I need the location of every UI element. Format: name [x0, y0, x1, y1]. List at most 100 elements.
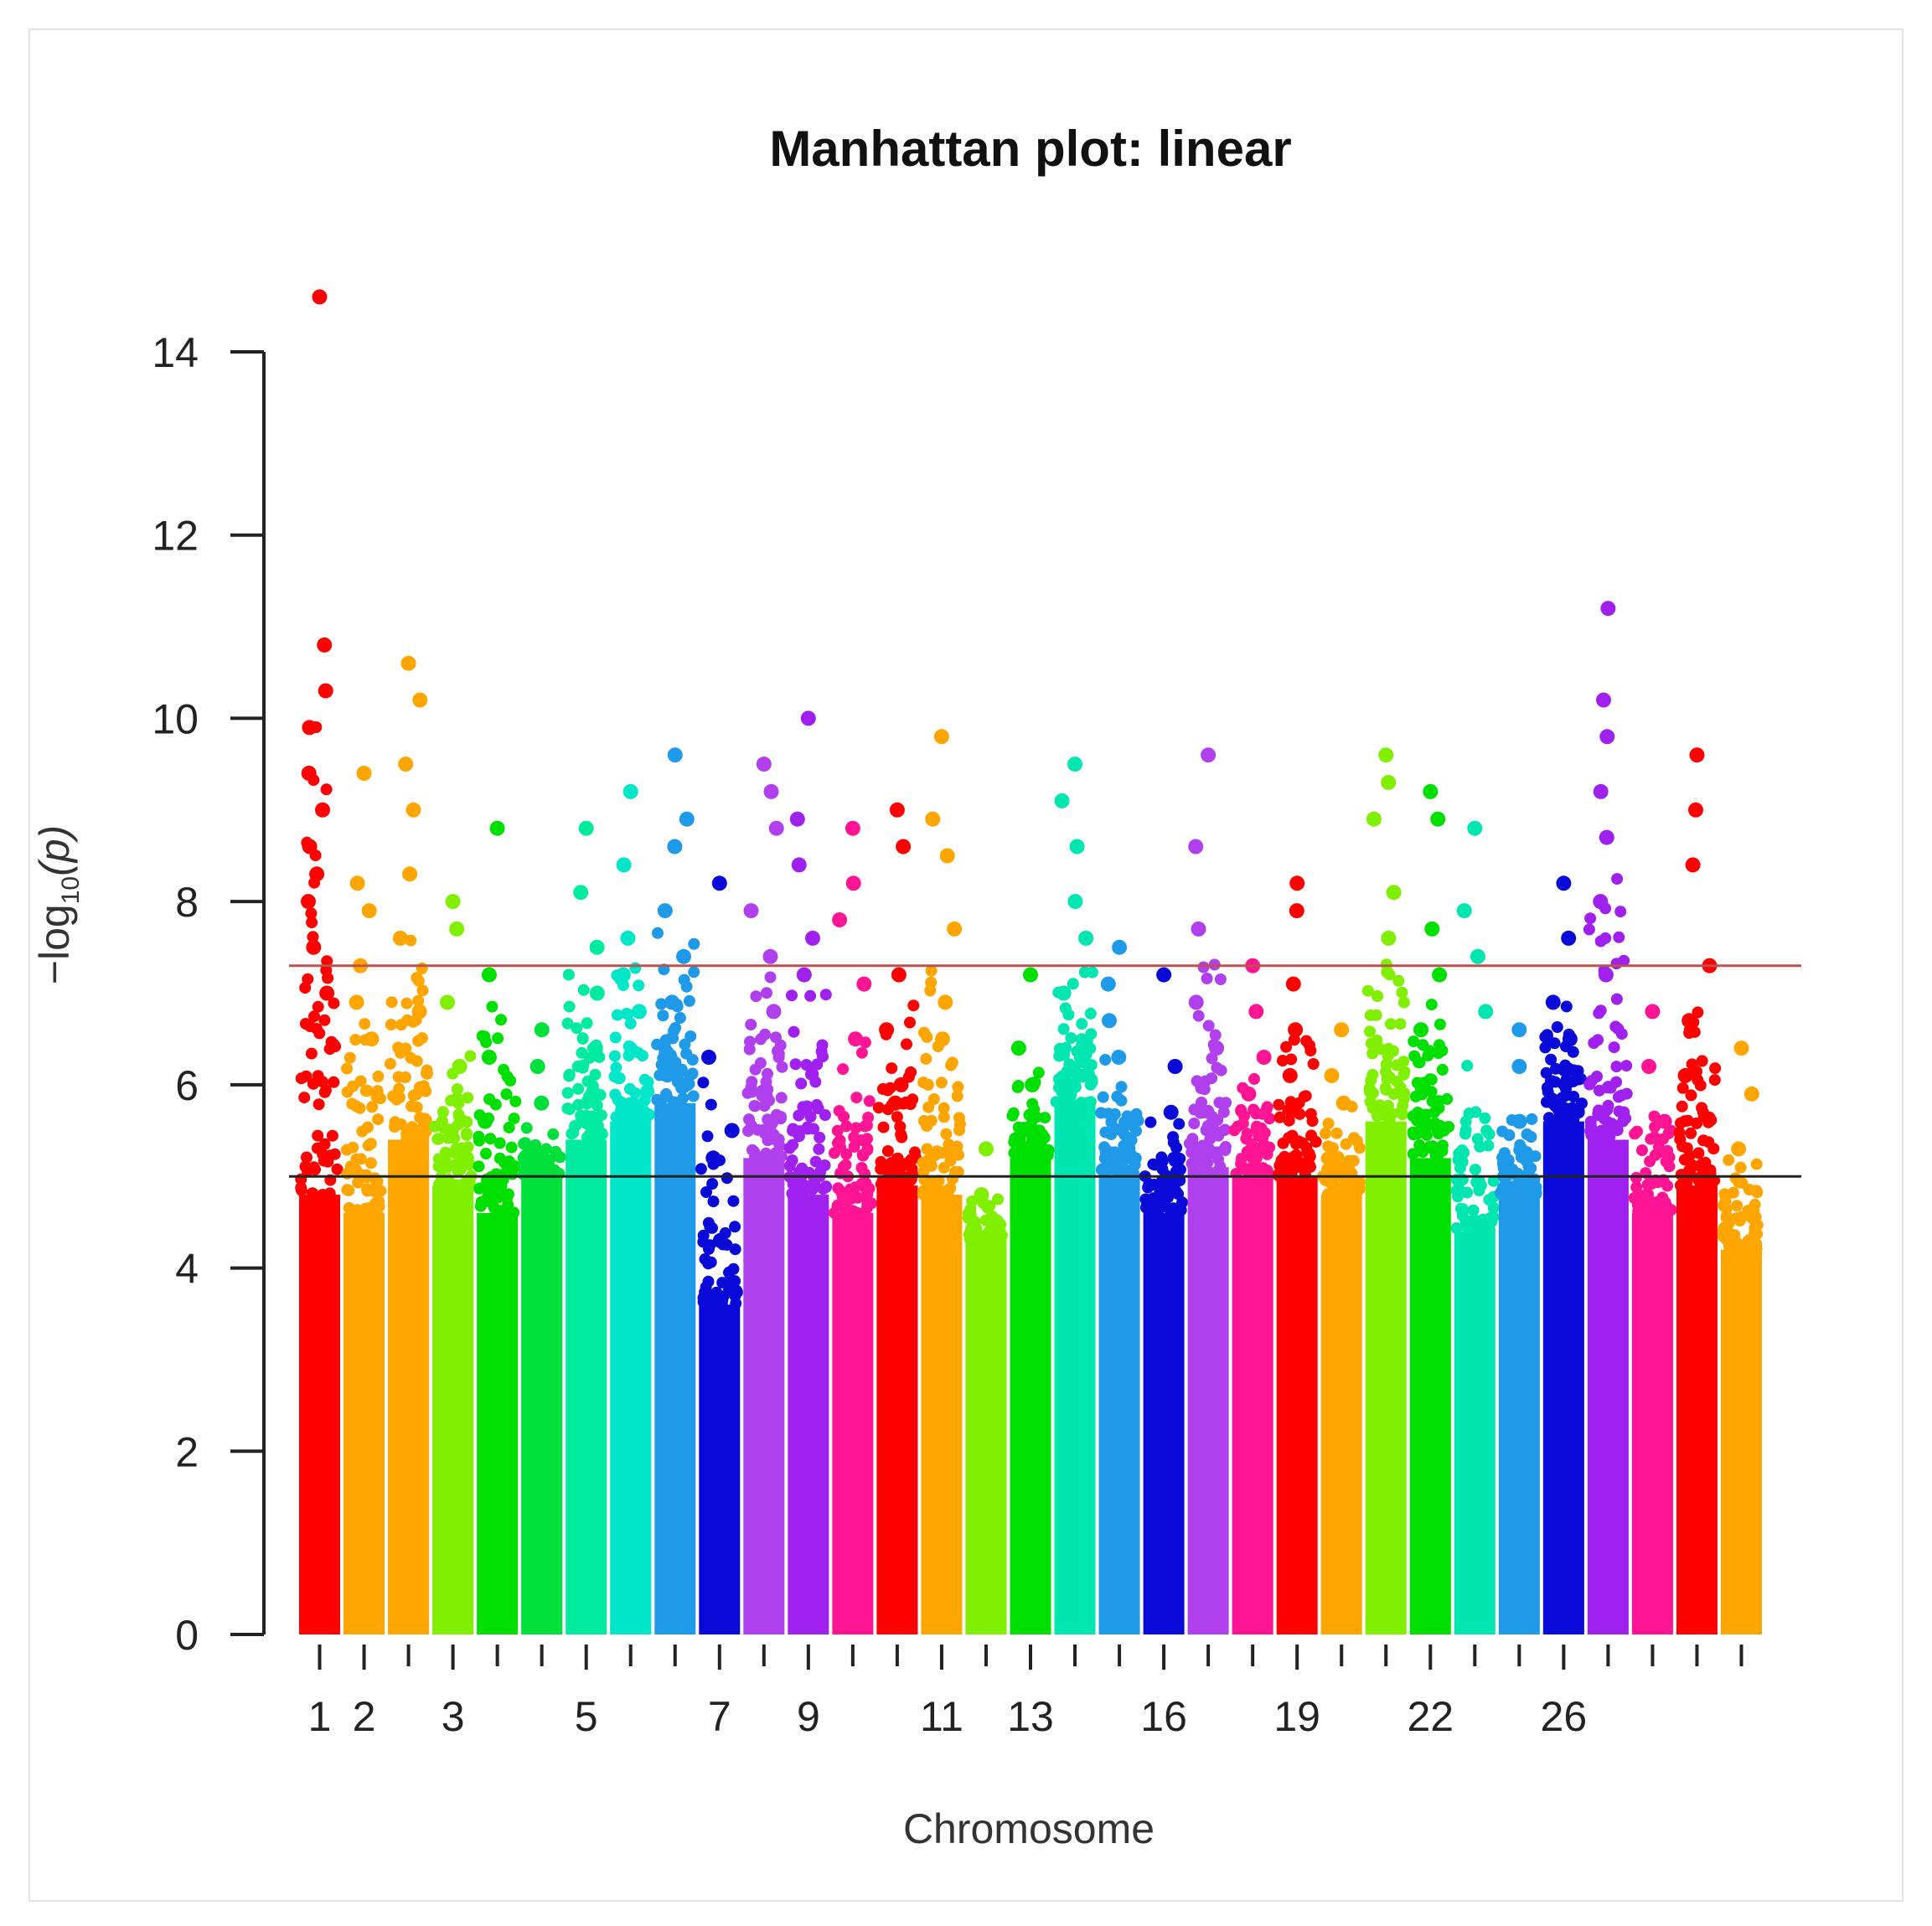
- chromosome-9-points: [651, 747, 700, 1634]
- snp-point: [1479, 1112, 1491, 1124]
- snp-point: [1196, 1097, 1207, 1108]
- snp-point: [615, 1096, 628, 1108]
- snp-point: [1720, 1202, 1733, 1215]
- snp-point: [953, 1112, 965, 1124]
- snp-point: [1422, 1050, 1434, 1062]
- snp-point: [1407, 1126, 1419, 1139]
- snp-point: [677, 1092, 690, 1104]
- snp-point: [1348, 1132, 1361, 1144]
- snp-point: [808, 1123, 819, 1135]
- snp-point: [1583, 1078, 1596, 1091]
- snp-point: [299, 982, 312, 994]
- x-axis-label: Chromosome: [903, 1805, 1155, 1852]
- snp-point: [581, 1017, 593, 1030]
- snp-point: [372, 1113, 385, 1126]
- snp-point: [1307, 1058, 1320, 1070]
- snp-point: [1613, 931, 1625, 943]
- snp-point: [1610, 958, 1623, 970]
- snp-point: [517, 1151, 529, 1164]
- snp-point: [1604, 1130, 1616, 1143]
- snp-point: [1059, 1002, 1072, 1015]
- snp-point: [349, 1034, 362, 1046]
- snp-point: [1676, 1140, 1688, 1153]
- snp-point: [362, 1139, 375, 1152]
- snp-point: [301, 1151, 313, 1164]
- snp-point: [1454, 1162, 1466, 1175]
- snp-point: [1559, 1090, 1571, 1102]
- snp-point: [567, 1127, 580, 1139]
- snp-point: [576, 1032, 589, 1045]
- chromosome-26-dense-points: [1409, 1158, 1451, 1634]
- snp-point: [1263, 1113, 1276, 1125]
- snp-peak-point: [1111, 1050, 1127, 1065]
- snp-peak-point: [573, 885, 589, 901]
- chromosome-15-top-snp: [933, 729, 949, 745]
- snp-point: [572, 1098, 585, 1111]
- snp-point: [535, 1155, 547, 1168]
- snp-peak-point: [712, 1232, 728, 1248]
- snp-point: [1247, 1151, 1259, 1164]
- snp-point: [953, 1124, 965, 1137]
- chromosome-30-dense-points: [1587, 1139, 1629, 1634]
- snp-peak-point: [1432, 967, 1448, 983]
- snp-point: [1219, 1140, 1232, 1153]
- snp-point: [1709, 1062, 1722, 1075]
- snp-point: [1201, 1157, 1213, 1170]
- snp-point: [350, 1100, 363, 1113]
- snp-point: [1733, 1243, 1745, 1256]
- snp-point: [659, 1034, 672, 1046]
- y-tick-label-0: 0: [175, 1612, 199, 1659]
- snp-peak-point: [587, 1040, 603, 1056]
- snp-point: [313, 1098, 325, 1111]
- snp-point: [1567, 1075, 1579, 1087]
- snp-peak-point: [1256, 1050, 1272, 1065]
- snp-point: [1751, 1219, 1764, 1232]
- snp-peak-point: [1025, 1077, 1041, 1092]
- snp-point: [789, 1058, 802, 1071]
- snp-point: [848, 1140, 860, 1153]
- snp-peak-point: [789, 811, 805, 827]
- chromosome-18-dense-points: [1054, 1102, 1096, 1634]
- snp-peak-point: [1102, 1013, 1117, 1029]
- snp-point: [414, 1128, 426, 1141]
- snp-peak-point: [1288, 1022, 1304, 1038]
- chromosome-16-dense-points: [965, 1240, 1007, 1634]
- snp-point: [486, 1000, 498, 1013]
- snp-point: [390, 1093, 403, 1106]
- snp-point: [686, 1067, 699, 1080]
- snp-point: [1295, 1161, 1307, 1174]
- snp-point: [341, 1144, 353, 1156]
- snp-point: [1659, 1196, 1671, 1209]
- snp-point: [563, 1000, 576, 1013]
- snp-peak-point: [701, 1050, 716, 1065]
- chromosome-2-top-snp: [356, 766, 372, 781]
- snp-peak-point: [1413, 1022, 1428, 1038]
- snp-point: [518, 1138, 529, 1150]
- y-axis-label-subscript: 10: [57, 876, 85, 904]
- snp-point: [761, 987, 772, 999]
- snp-point: [492, 1032, 504, 1045]
- snp-point: [1097, 1091, 1109, 1103]
- snp-point: [341, 1184, 354, 1196]
- snp-point: [1075, 1097, 1087, 1109]
- chromosome-5-points: [473, 820, 522, 1634]
- snp-point: [624, 1017, 637, 1030]
- snp-point: [498, 1063, 510, 1076]
- chromosome-5-top-snp: [489, 820, 505, 836]
- snp-peak-point: [589, 939, 605, 955]
- snp-point: [758, 1126, 771, 1139]
- snp-point: [1727, 1186, 1739, 1199]
- snp-point: [687, 1090, 700, 1102]
- snp-point: [1602, 1116, 1614, 1128]
- snp-point: [884, 1178, 896, 1190]
- snp-point: [577, 984, 590, 996]
- snp-point: [1469, 1164, 1481, 1176]
- snp-point: [473, 1160, 485, 1173]
- snp-point: [1012, 1121, 1025, 1133]
- snp-point: [1211, 1146, 1223, 1159]
- chromosome-17-points: [1006, 967, 1055, 1634]
- chromosome-1-points: [295, 289, 344, 1634]
- snp-point: [774, 1039, 787, 1051]
- snp-point: [655, 998, 668, 1010]
